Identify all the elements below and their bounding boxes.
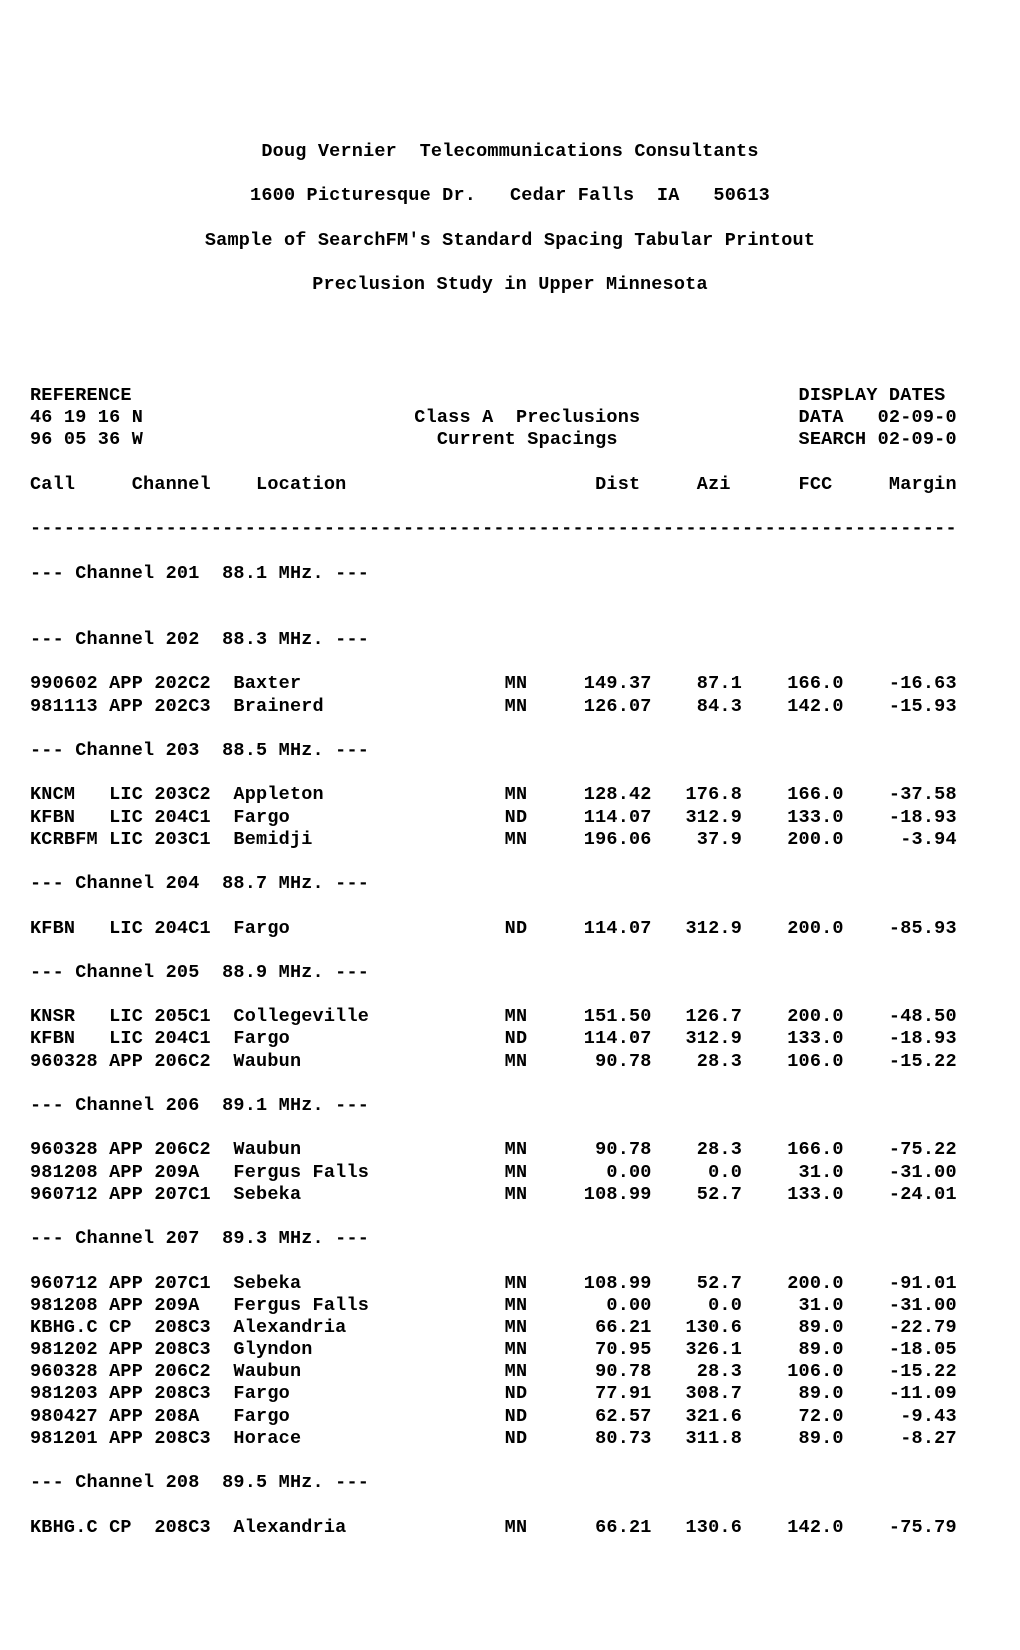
doc-header: Doug Vernier Telecommunications Consulta… [30, 119, 990, 319]
header-line-1: Doug Vernier Telecommunications Consulta… [30, 141, 990, 163]
header-line-4: Preclusion Study in Upper Minnesota [30, 274, 990, 296]
header-line-3: Sample of SearchFM's Standard Spacing Ta… [30, 230, 990, 252]
header-line-2: 1600 Picturesque Dr. Cedar Falls IA 5061… [30, 185, 990, 207]
data-body: --- Channel 201 88.1 MHz. --- --- Channe… [30, 563, 990, 1539]
divider-line: ----------------------------------------… [30, 518, 990, 540]
reference-block: REFERENCE DISPLAY DATES 46 19 16 N Class… [30, 385, 990, 452]
column-header: Call Channel Location Dist Azi FCC Margi… [30, 474, 990, 496]
